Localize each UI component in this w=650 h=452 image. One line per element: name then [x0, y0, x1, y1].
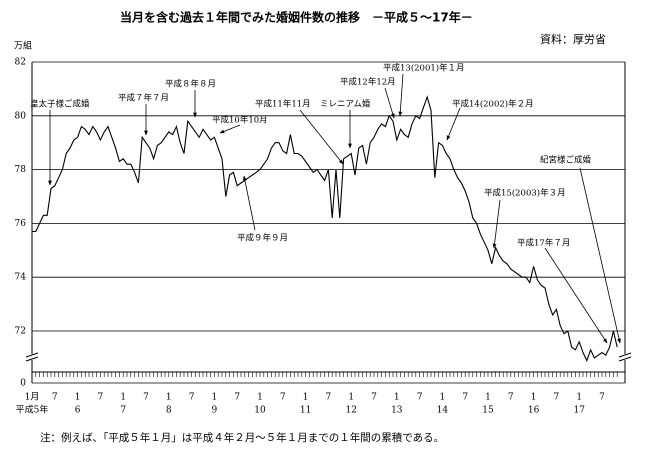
annotation: 平成９年９月: [237, 233, 288, 244]
x-group-label: 14: [437, 406, 449, 416]
source: 資料：厚労省: [540, 32, 606, 46]
annotation: 平成12年12月: [340, 77, 396, 88]
x-group-label: 15: [482, 406, 494, 416]
axis-break: [25, 356, 39, 362]
x-group-label: 11: [300, 406, 311, 416]
x-tick-label: 7: [326, 393, 332, 403]
x-tick-label: 1: [75, 393, 81, 403]
axis-break: [618, 356, 632, 362]
y-tick-label: 72: [15, 327, 26, 337]
x-group-label: 10: [254, 406, 266, 416]
annotation-arrow: [384, 87, 395, 119]
chart-title: 当月を含む過去１年間でみた婚姻件数の推移 －平成５～17年－: [120, 10, 473, 25]
annotation: 平成15(2003)年３月: [484, 188, 566, 199]
annotation-arrow: [446, 107, 461, 141]
x-tick-label: 1: [166, 393, 172, 403]
annotation: 平成10年10月: [212, 115, 268, 126]
annotation-arrow: [219, 124, 241, 134]
annotation: 平成８年８月: [165, 79, 216, 90]
x-tick-label: 1月: [25, 392, 40, 403]
annotation: 平成７年７月: [118, 93, 169, 104]
annotation: 皇太子様ご成婚: [30, 99, 90, 110]
annotation-arrow: [398, 73, 404, 117]
x-group-label: 16: [528, 406, 540, 416]
x-tick-label: 1: [212, 393, 218, 403]
x-tick-label: 7: [189, 393, 195, 403]
x-group-label: 平成5年: [16, 404, 49, 416]
x-tick-label: 7: [234, 393, 240, 403]
x-group-label: 17: [573, 406, 585, 416]
axis-break: [618, 352, 632, 358]
annotation-arrow: [242, 175, 256, 231]
axis-break: [619, 354, 631, 360]
x-tick-label: 1: [485, 393, 491, 403]
annotation: 平成17年７月: [517, 238, 570, 249]
x-tick-label: 1: [576, 393, 582, 403]
y-axis-label: 万組: [14, 40, 32, 52]
y-tick-label: 80: [15, 111, 27, 121]
annotation: ミレニアム婚: [320, 99, 371, 110]
x-tick-label: 7: [143, 393, 149, 403]
annotation: 平成13(2001)年１月: [383, 63, 465, 74]
y-tick-label: 76: [15, 219, 27, 229]
x-tick-label: 7: [599, 393, 605, 403]
annotation-arrow: [544, 247, 608, 344]
x-group-label: 13: [391, 406, 403, 416]
x-tick-label: 1: [348, 393, 354, 403]
x-tick-label: 7: [280, 393, 286, 403]
y-tick-label: 78: [15, 165, 27, 175]
line: [32, 95, 618, 363]
x-tick-label: 7: [462, 393, 468, 403]
x-group-label: 9: [212, 406, 218, 416]
annotation: 紀宮様ご成婚: [540, 155, 592, 166]
x-tick-label: 1: [531, 393, 537, 403]
x-tick-label: 1: [440, 393, 446, 403]
x-tick-label: 7: [371, 393, 377, 403]
x-tick-label: 1: [303, 393, 309, 403]
x-tick-label: 7: [417, 393, 423, 403]
x-group-label: 7: [120, 406, 126, 416]
axis-break: [25, 352, 39, 358]
y-tick-label: 82: [15, 58, 26, 68]
x-group-label: 6: [75, 406, 81, 416]
annotation-arrow: [492, 199, 501, 249]
y-tick-label: 0: [20, 379, 26, 389]
annotation: 平成11年11月: [255, 99, 311, 110]
x-tick-label: 1: [257, 393, 263, 403]
y-tick-label: 74: [15, 273, 27, 283]
x-tick-label: 7: [52, 393, 58, 403]
x-tick-label: 1: [394, 393, 400, 403]
x-tick-label: 7: [508, 393, 514, 403]
x-tick-label: 7: [98, 393, 104, 403]
annotation-arrow: [579, 167, 621, 344]
footnote: 注：例えば、「平成５年１月」は平成４年２月～５年１月までの１年間の累積である。: [40, 431, 444, 444]
x-tick-label: 1: [120, 393, 126, 403]
annotation: 平成14(2002)年２月: [452, 99, 534, 110]
x-tick-label: 7: [554, 393, 560, 403]
x-group-label: 12: [345, 406, 356, 416]
x-group-label: 8: [166, 406, 172, 416]
axis-break: [26, 354, 38, 360]
annotation-arrow: [299, 109, 344, 165]
